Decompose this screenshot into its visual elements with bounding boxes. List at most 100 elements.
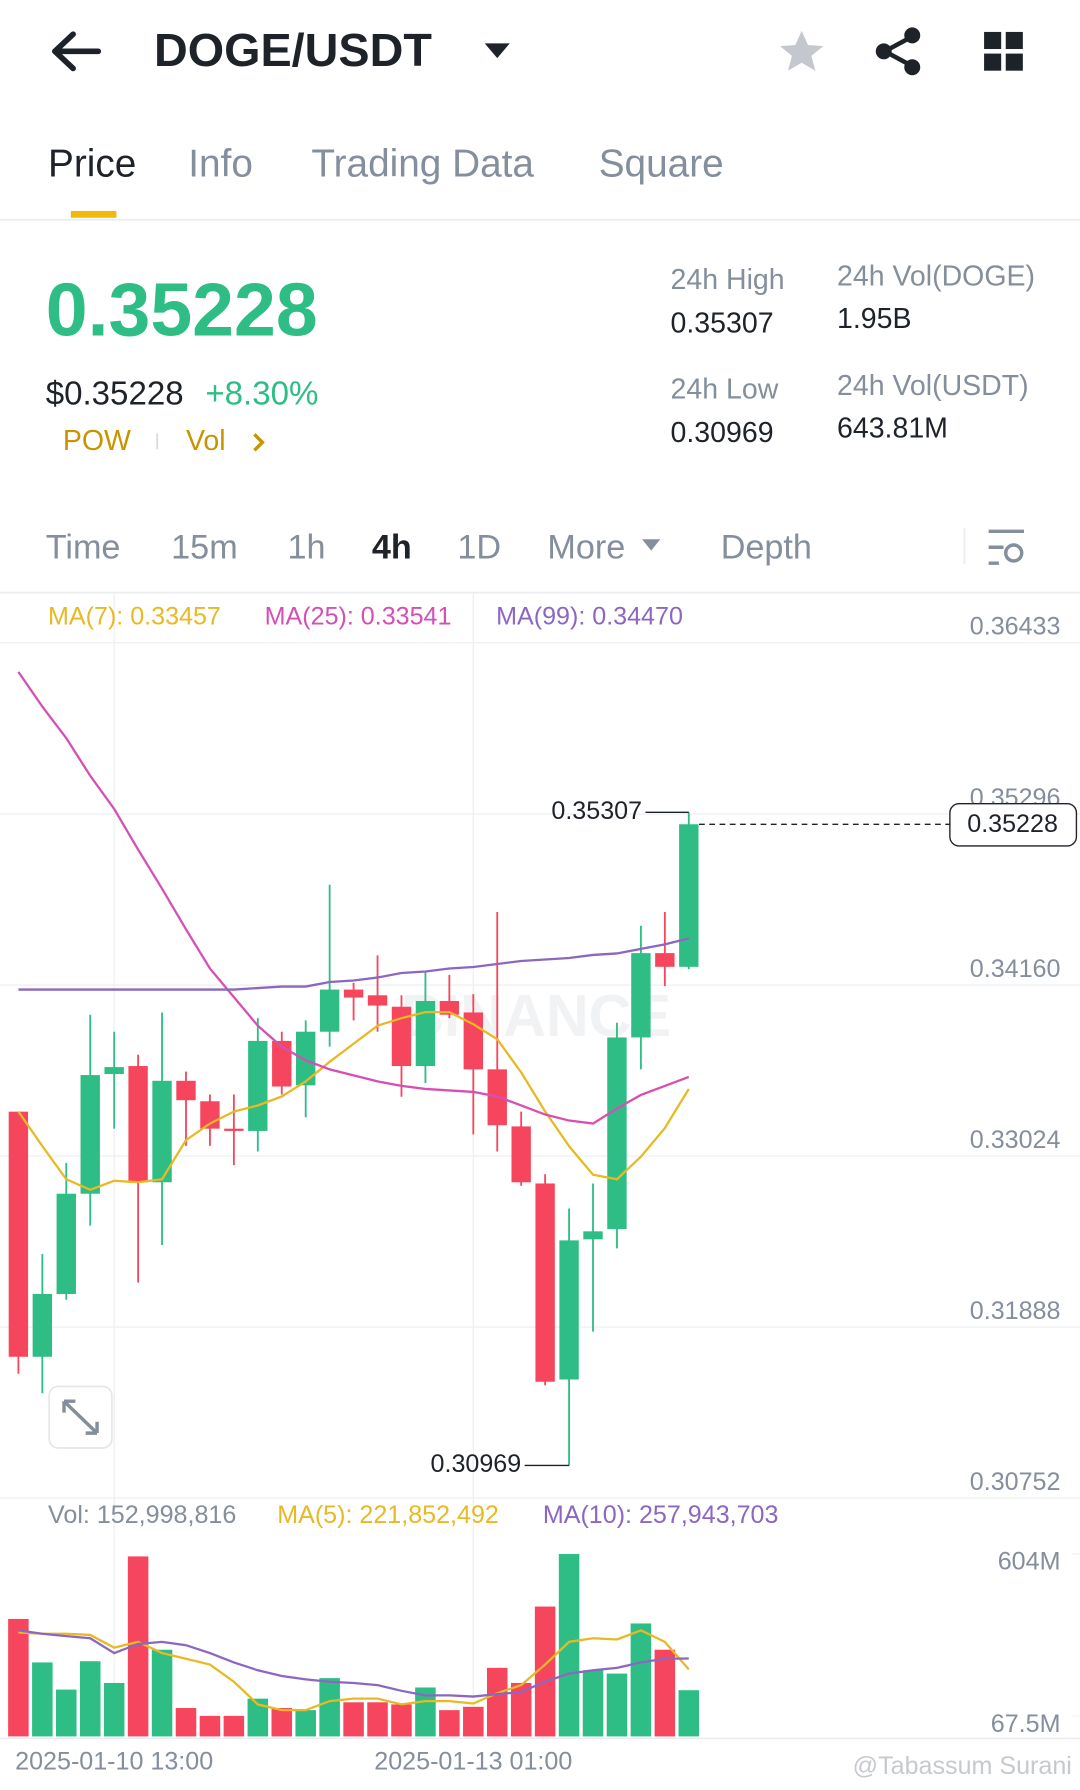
candle-body (631, 953, 651, 1038)
expand-icon (62, 1399, 99, 1435)
volume-bar (630, 1623, 652, 1737)
x-tick-label: 2025-01-13 01:00 (374, 1747, 572, 1775)
ma-line (17, 671, 690, 1125)
candle-body (272, 1040, 292, 1087)
divider (0, 591, 1080, 594)
candle-body (248, 1040, 268, 1131)
interval[interactable]: 4h (372, 529, 412, 567)
volume-tick-label: 67.5M (991, 1710, 1061, 1738)
grid-menu[interactable] (984, 31, 1023, 71)
volume-bar (295, 1710, 316, 1737)
volume-bar (510, 1682, 532, 1737)
tag[interactable]: Vol (186, 425, 226, 457)
candle-body (343, 989, 364, 998)
volume-bar (678, 1690, 700, 1737)
volume-bar (151, 1649, 173, 1737)
ma-label: MA(25): 0.33541 (265, 603, 452, 631)
candle-body (679, 824, 699, 967)
volume-ma-line (18, 1629, 690, 1712)
candle-body (367, 995, 388, 1006)
volume-bar (439, 1710, 460, 1737)
y-tick-label: 0.31888 (970, 1297, 1061, 1325)
interval[interactable]: Time (46, 529, 121, 567)
volume-bar (367, 1702, 388, 1737)
ma-line (18, 937, 690, 991)
tab[interactable]: Info (188, 143, 253, 186)
settings-lines (988, 529, 1024, 565)
stat-value: 643.81M (837, 412, 948, 444)
tag-divider (156, 433, 159, 450)
interval[interactable]: 15m (171, 529, 238, 567)
credit: @Tabassum Surani (853, 1752, 1072, 1780)
volume-ma-label: MA(10): 257,943,703 (543, 1501, 779, 1529)
volume-bar (223, 1715, 245, 1737)
tag[interactable]: POW (63, 425, 131, 457)
stat-label: 24h Vol(DOGE) (837, 261, 1035, 293)
divider (963, 527, 966, 565)
y-tick-label: 0.36433 (970, 613, 1061, 641)
chevron (253, 433, 265, 452)
volume-bar (271, 1708, 293, 1737)
volume-bar (582, 1670, 604, 1737)
candle-body (56, 1193, 76, 1294)
stat-value: 1.95B (837, 303, 911, 335)
volume-bar (127, 1556, 149, 1737)
ma-label: MA(7): 0.33457 (48, 603, 221, 631)
candle-body (80, 1075, 100, 1194)
stat-label: 24h Low (671, 374, 779, 406)
ma-label: MA(99): 0.34470 (496, 603, 683, 631)
candle-body (104, 1067, 124, 1075)
volume-bar (32, 1662, 53, 1737)
interval[interactable]: Depth (721, 529, 812, 567)
volume-bar (486, 1667, 508, 1737)
volume-bar (534, 1606, 556, 1737)
tab[interactable]: Price (48, 143, 136, 186)
candle-body (607, 1037, 627, 1230)
pair-selector[interactable]: DOGE/USDT (154, 24, 510, 76)
interval[interactable]: 1h (287, 529, 325, 567)
share-button[interactable] (875, 27, 921, 76)
expand-button[interactable] (48, 1385, 113, 1449)
last-price: 0.35228 (46, 268, 318, 352)
tab-indicator (70, 210, 117, 218)
stat-label: 24h High (671, 264, 785, 296)
volume-bar (558, 1553, 580, 1737)
volume-bar (319, 1678, 340, 1737)
candle-body (391, 1006, 412, 1067)
usd-price: $0.35228 (46, 375, 184, 412)
chart-settings[interactable] (988, 529, 1024, 565)
candlestick-chart: BINANCE0.364330.352960.341600.330240.318… (0, 592, 1080, 1775)
candle-body (511, 1126, 531, 1183)
volume-bar (343, 1702, 364, 1737)
price-change: +8.30% (205, 375, 318, 412)
grid-cell (984, 53, 1002, 71)
tab[interactable]: Square (599, 143, 724, 186)
last-price-label: 0.35228 (967, 810, 1058, 838)
volume-tick-label: 604M (998, 1548, 1061, 1576)
candle-body (319, 989, 340, 1032)
high-label: 0.35307 (551, 797, 642, 825)
candle-body (559, 1240, 579, 1380)
volume-bar (175, 1708, 197, 1737)
favorite-star[interactable] (779, 30, 824, 71)
divider (0, 218, 1080, 221)
volume-bar (606, 1673, 628, 1737)
pair-title: DOGE/USDT (154, 24, 432, 76)
stat-label: 24h Vol(USDT) (837, 370, 1029, 402)
back-button[interactable] (52, 31, 102, 72)
settings-gear (1004, 543, 1024, 563)
more-caret (642, 539, 661, 551)
dropdown-caret (484, 43, 510, 59)
interval[interactable]: 1D (457, 529, 501, 567)
stat-value: 0.35307 (671, 307, 774, 339)
volume-bar (247, 1698, 269, 1737)
last-price-box (949, 803, 1078, 847)
divider (0, 1737, 1080, 1740)
stat-value: 0.30969 (671, 417, 774, 449)
interval[interactable]: More (547, 529, 625, 567)
y-tick-label: 0.34160 (970, 955, 1061, 983)
tab[interactable]: Trading Data (311, 143, 534, 186)
ma-line (17, 1011, 690, 1192)
